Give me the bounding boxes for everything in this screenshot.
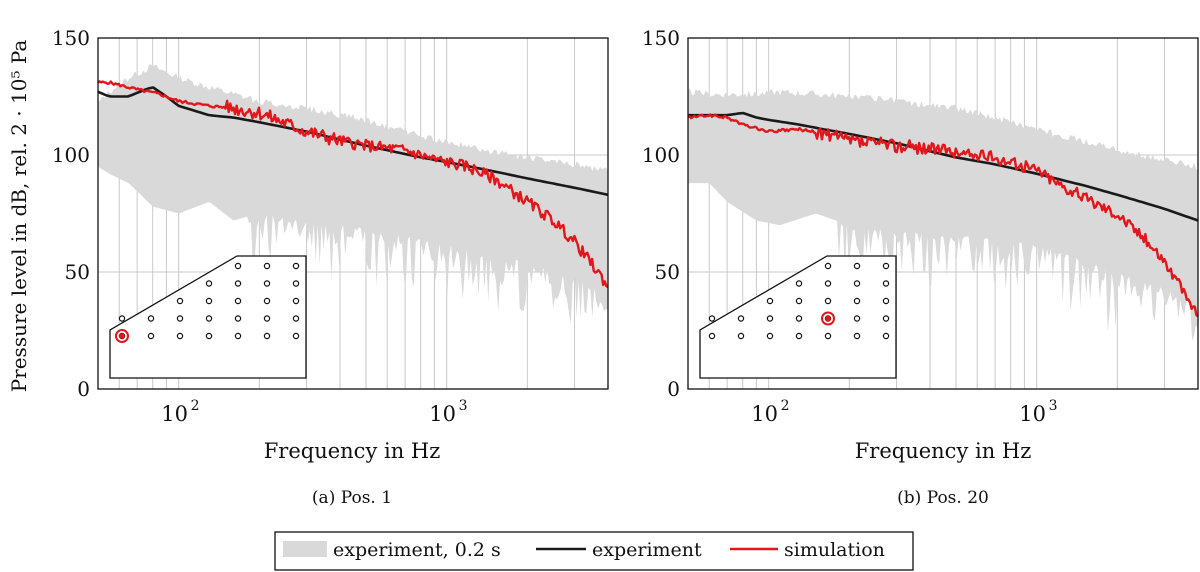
- sensor-point-b: [795, 280, 803, 287]
- sensor-point-a: [147, 332, 155, 340]
- sensor-point-a: [205, 280, 213, 287]
- plot-frame-a: [97, 37, 609, 390]
- experiment-band-b: [688, 88, 1198, 341]
- x-tick-exponent-a: 2: [191, 398, 200, 414]
- sensor-point-b: [766, 332, 774, 340]
- x-tick-exponent-b: 2: [781, 398, 790, 414]
- sensor-point-b: [737, 315, 745, 322]
- sensor-point-a: [147, 315, 155, 322]
- caption-b: (b) Pos. 20: [897, 488, 989, 508]
- sensor-point-a: [205, 315, 213, 322]
- sensor-point-b: [882, 332, 890, 340]
- sensor-point-a: [118, 315, 126, 322]
- y-tick-label-b: 100: [642, 143, 680, 167]
- sensor-point-b: [824, 297, 832, 305]
- plot-frame-b: [687, 37, 1199, 390]
- simulation-line-b: [687, 113, 1199, 318]
- sensor-point-a: [176, 297, 184, 305]
- sensor-point-b: [853, 332, 861, 340]
- x-axis-label-b: Frequency in Hz: [855, 439, 1032, 463]
- selected-position-ring-a: [115, 329, 129, 343]
- selected-position-marker-b: [825, 315, 831, 322]
- sensor-point-a: [292, 297, 300, 305]
- selected-position-ring-b: [821, 311, 835, 326]
- sensor-point-b: [824, 280, 832, 287]
- sensor-point-b: [824, 332, 832, 340]
- y-tick-label-a: 150: [52, 26, 90, 50]
- sensor-point-b: [882, 315, 890, 322]
- sensor-point-b: [882, 297, 890, 305]
- sensor-point-a: [205, 297, 213, 305]
- x-tick-label-a: 10: [429, 402, 456, 426]
- experiment-band-a: [98, 64, 608, 324]
- y-axis-label: Pressure level in dB, rel. 2 · 10⁵ Pa: [7, 40, 31, 393]
- sensor-point-a: [234, 332, 242, 340]
- sensor-point-a: [176, 315, 184, 322]
- selected-position-marker-a: [119, 333, 125, 339]
- sensor-point-a: [234, 297, 242, 305]
- sensor-point-a: [176, 332, 184, 340]
- sensor-point-b: [853, 280, 861, 287]
- sensor-point-b: [853, 315, 861, 322]
- sensor-point-a: [263, 297, 271, 305]
- sensor-point-a: [234, 280, 242, 287]
- sensor-point-b: [766, 297, 774, 305]
- sensor-point-b: [853, 262, 861, 270]
- inset-diagram-a: [109, 255, 307, 379]
- sensor-point-a: [292, 332, 300, 340]
- x-tick-label-a: 10: [161, 402, 188, 426]
- x-axis-label-a: Frequency in Hz: [264, 439, 441, 463]
- sensor-point-a: [292, 262, 300, 270]
- sensor-point-b: [737, 332, 745, 340]
- legend-frame: [274, 531, 914, 571]
- sensor-point-b: [882, 280, 890, 287]
- sensor-point-a: [292, 280, 300, 287]
- sensor-point-b: [882, 262, 890, 270]
- sensor-point-b: [824, 262, 832, 270]
- legend-label-experiment: experiment: [592, 539, 702, 561]
- experiment-line-b: [688, 111, 1199, 222]
- sensor-point-b: [766, 315, 774, 322]
- legend-swatch-band: [283, 541, 327, 557]
- x-tick-exponent-a: 3: [459, 398, 468, 414]
- y-tick-label-a: 100: [52, 143, 90, 167]
- caption-a: (a) Pos. 1: [312, 488, 392, 508]
- sensor-point-a: [292, 315, 300, 322]
- y-tick-label-a: 50: [65, 260, 90, 284]
- sensor-point-a: [205, 332, 213, 340]
- y-tick-label-b: 150: [642, 26, 680, 50]
- legend-label-band: experiment, 0.2 s: [333, 539, 501, 561]
- experiment-line-a: [97, 86, 609, 197]
- x-tick-label-b: 10: [751, 402, 778, 426]
- x-tick-exponent-b: 3: [1049, 398, 1058, 414]
- sensor-point-a: [263, 280, 271, 287]
- y-tick-label-b: 0: [667, 377, 680, 401]
- sensor-point-b: [708, 332, 716, 340]
- legend-label-simulation: simulation: [784, 539, 885, 561]
- simulation-line-a: [97, 80, 609, 289]
- sensor-point-a: [263, 332, 271, 340]
- y-tick-label-a: 0: [77, 377, 90, 401]
- sensor-point-b: [795, 315, 803, 322]
- sensor-point-a: [234, 262, 242, 270]
- sensor-point-b: [853, 297, 861, 305]
- inset-diagram-b: [699, 255, 897, 379]
- sensor-point-a: [234, 315, 242, 322]
- sensor-point-b: [795, 297, 803, 305]
- sensor-point-b: [708, 315, 716, 322]
- sensor-point-a: [263, 262, 271, 270]
- sensor-point-b: [795, 332, 803, 340]
- y-tick-label-b: 50: [655, 260, 680, 284]
- x-tick-label-b: 10: [1019, 402, 1046, 426]
- sensor-point-a: [263, 315, 271, 322]
- legend: experiment, 0.2 s experiment simulation: [274, 531, 914, 571]
